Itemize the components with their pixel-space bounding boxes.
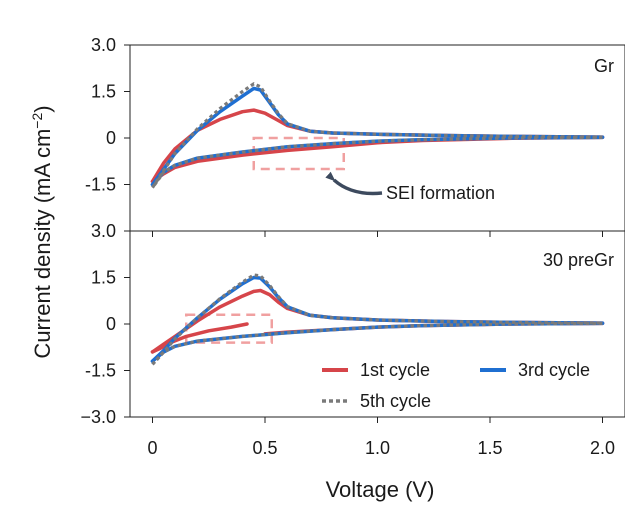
series-line-3rd-cycle: [150, 135, 605, 187]
x-tick-label: 0: [147, 438, 157, 458]
y-axis-title-superscript: −2: [29, 113, 45, 129]
series-line-1st-cycle: [150, 322, 249, 354]
series-line-5th-cycle: [151, 135, 603, 189]
axis-ticks: 0 0.5 1.0 1.5 2.0 3.0 1.5 0 -1.5 3.0 1.5 0 -1.5 −3.0: [80, 35, 615, 458]
legend-label-5th-cycle: 5th cycle: [360, 391, 431, 411]
bottom-panel-label: 30 preGr: [543, 250, 614, 270]
series-line-5th-cycle: [151, 273, 603, 366]
y-tick-label: 3.0: [91, 35, 116, 55]
series-line-1st-cycle: [150, 108, 605, 184]
y-tick-label: 1.5: [91, 82, 116, 102]
y-tick-label: −3.0: [80, 407, 116, 427]
y-axis-title: Current density (mA cm−2): [29, 105, 55, 358]
legend: 1st cycle 3rd cycle 5th cycle: [322, 360, 590, 411]
x-tick-label: 1.5: [477, 438, 502, 458]
data-series: [150, 82, 605, 366]
x-axis-title: Voltage (V): [326, 477, 435, 502]
x-tick-label: 2.0: [590, 438, 615, 458]
legend-label-3rd-cycle: 3rd cycle: [518, 360, 590, 380]
y-tick-label: -1.5: [85, 361, 116, 381]
series-line-1st-cycle: [150, 135, 605, 184]
legend-label-1st-cycle: 1st cycle: [360, 360, 430, 380]
y-tick-label: 1.5: [91, 268, 116, 288]
sei-annotation-text: SEI formation: [386, 183, 495, 203]
top-panel-label: Gr: [594, 56, 614, 76]
series-line-5th-cycle: [151, 82, 603, 189]
x-tick-label: 0.5: [252, 438, 277, 458]
y-tick-label: 0: [106, 128, 116, 148]
y-tick-label: 3.0: [91, 221, 116, 241]
series-line-5th-cycle: [151, 321, 603, 366]
sei-annotation-arrow: [325, 171, 383, 196]
y-tick-label: 0: [106, 314, 116, 334]
y-tick-label: -1.5: [85, 175, 116, 195]
x-tick-label: 1.0: [365, 438, 390, 458]
